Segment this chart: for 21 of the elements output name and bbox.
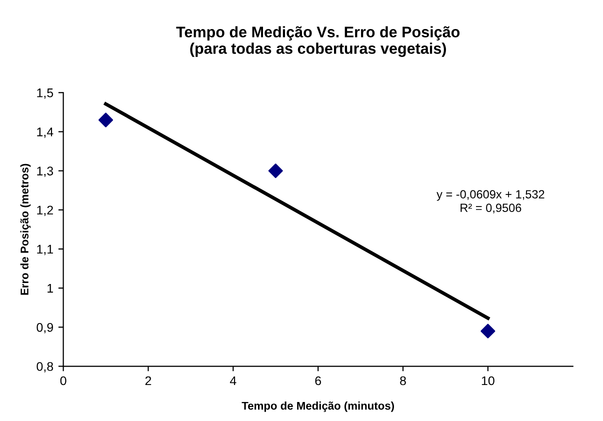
point <box>480 324 496 338</box>
y-tick-label: 1,4 <box>37 128 54 138</box>
y-tick-label: 0,8 <box>36 362 54 372</box>
y-tick-label: 1,3 <box>37 166 54 177</box>
point <box>98 112 114 128</box>
y-tick-label: 1,5 <box>37 88 54 99</box>
x-tick-label: 8 <box>400 376 406 386</box>
y-tick-label: 1 <box>48 284 53 293</box>
annotation: y = -0,0609x + 1,532 R² = 0,9506 <box>436 190 544 214</box>
x-tick-label: 2 <box>145 376 152 386</box>
x-tick-label: 10 <box>482 376 494 386</box>
y-tick-label: 1,1 <box>37 244 53 256</box>
x-tick-label: 6 <box>315 376 322 386</box>
x-tick-label: 0 <box>60 376 66 386</box>
x-axis-title: Tempo de Medição (minutos) <box>242 402 394 412</box>
chart-title: Tempo de Medição Vs. Erro de Posição (para todas as coberturas vegetais) <box>176 26 460 57</box>
y-tick-label: 0,9 <box>36 322 53 334</box>
x-tick-label: 4 <box>230 376 236 386</box>
y-axis-title: Erro de Posição (metros) <box>20 164 31 295</box>
y-tick-label: 1,2 <box>37 206 53 216</box>
point <box>268 164 283 178</box>
